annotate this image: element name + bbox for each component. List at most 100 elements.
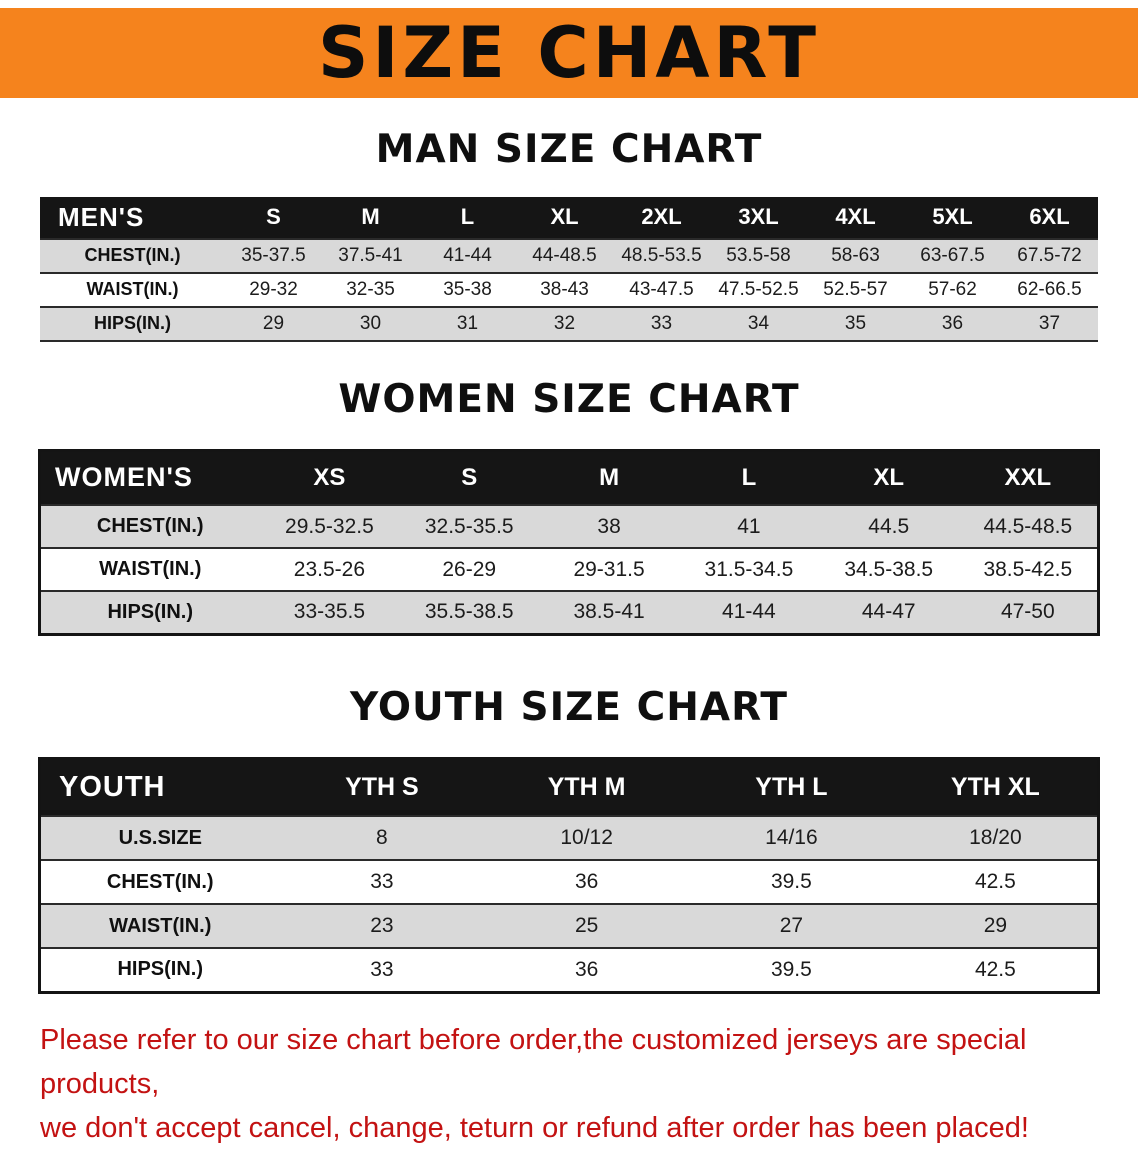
measurement-value: 36 [574,870,599,894]
measurement-value: 29.5-32.5 [285,514,374,538]
measurement-value: 52.5-57 [823,278,888,300]
measurement-row: HIPS(IN.) 29 30 31 32 33 34 35 36 37 [40,306,1098,341]
measurement-value: 67.5-72 [1017,244,1082,266]
measurement-value: 44.5 [868,514,910,538]
men-size-table: MEN'S S M L XL 2XL 3XL 4XL 5XL 6XL CHEST(IN.) 35-37… [40,196,1098,342]
measurement-value: 32-35 [346,278,395,300]
size-chart-banner: SIZE CHART [0,8,1138,98]
measurement-row-label: WAIST(IN.) [99,558,202,581]
measurement-value: 38.5-42.5 [983,557,1073,581]
measurement-value: 35-37.5 [241,244,306,266]
measurement-row: CHEST(IN.) 33 36 39.5 42.5 [39,860,1099,905]
measurement-value: 57-62 [928,278,977,300]
youth-section-heading: YOUTH SIZE CHART [350,684,788,730]
measurement-value: 41-44 [443,244,492,266]
size-column-header: M [322,196,419,239]
measurement-value: 23 [370,914,394,938]
measurement-value: 31.5-34.5 [704,557,794,581]
table-title-cell: YOUTH [39,758,280,817]
measurement-row-label: CHEST(IN.) [96,515,204,538]
measurement-row: CHEST(IN.) 35-37.5 37.5-41 41-44 44-48.5 48.5… [40,238,1098,273]
measurement-value: 35-38 [443,278,492,300]
measurement-value: 38 [597,514,621,538]
measurement-value: 29 [983,914,1008,938]
measurement-value: 42.5 [974,957,1016,981]
women-size-table: WOMEN'S XS S M L XL XXL CHEST(IN.) 29.5-32.5 32.5… [38,448,1100,636]
measurement-value: 47-50 [1000,600,1055,624]
measurement-value: 38-43 [540,278,589,300]
measurement-row: WAIST(IN.) 23.5-26 26-29 29-31.5 31.5-34.5 34… [39,548,1099,592]
table-header-row: YOUTH YTH S YTH M YTH L YTH XL [39,758,1099,817]
measurement-value: 33-35.5 [293,600,366,624]
measurement-row-label: U.S.SIZE [118,826,202,849]
men-section-heading: MAN SIZE CHART [375,127,763,172]
measurement-value: 36 [941,312,964,334]
measurement-value: 53.5-58 [726,244,791,266]
measurement-value: 32.5-35.5 [424,514,514,538]
measurement-row: CHEST(IN.) 29.5-32.5 32.5-35.5 38 41 44.5 44.5… [39,505,1099,549]
measurement-value: 62-66.5 [1017,278,1082,300]
disclaimer-line-2: we don't accept cancel, change, teturn o… [40,1111,1029,1144]
measurement-value: 39.5 [770,870,812,894]
measurement-value: 43-47.5 [629,278,694,300]
table-header-row: WOMEN'S XS S M L XL XXL [39,450,1099,506]
table-title-cell: WOMEN'S [39,450,260,506]
size-column-header: S [399,450,540,506]
size-column-header: L [419,196,516,239]
measurement-value: 27 [779,914,804,938]
table-title-cell: MEN'S [40,196,225,239]
size-column-header: YTH M [484,758,689,817]
youth-size-table: YOUTH YTH S YTH M YTH L YTH XL U.S.SIZE 8 10/12… [38,756,1100,994]
banner-title: SIZE CHART [317,12,821,94]
size-column-header: YTH XL [893,758,1099,817]
measurement-value: 32 [553,312,576,334]
measurement-row: WAIST(IN.) 23 25 27 29 [39,904,1099,949]
measurement-value: 8 [376,826,388,850]
measurement-value: 35.5-38.5 [424,600,514,624]
measurement-value: 38.5-41 [573,600,645,624]
measurement-value: 23.5-26 [293,557,366,581]
measurement-row-label: HIPS(IN.) [93,313,171,334]
measurement-value: 33 [370,870,394,894]
disclaimer-line-1: Please refer to our size chart before or… [40,1023,1027,1100]
measurement-row: U.S.SIZE 8 10/12 14/16 18/20 [39,816,1099,861]
size-column-header: M [539,450,679,506]
measurement-value: 36 [574,957,599,981]
measurement-value: 58-63 [831,244,880,266]
measurement-value: 25 [574,914,599,938]
size-column-header: XL [818,450,959,506]
measurement-row-label: HIPS(IN.) [107,600,194,623]
size-chart-infographic: SIZE CHART MAN SIZE CHART MEN'S S M L XL 2XL 3… [0,8,1138,1150]
measurement-row-label: WAIST(IN.) [109,914,212,937]
measurement-value: 35 [844,312,867,334]
measurement-value: 44-47 [861,600,916,624]
measurement-value: 37 [1038,312,1061,334]
measurement-value: 26-29 [442,557,497,581]
size-column-header: YTH L [689,758,894,817]
measurement-row: WAIST(IN.) 29-32 32-35 35-38 38-43 43-47.5 47.… [40,272,1098,307]
measurement-row: HIPS(IN.) 33-35.5 35.5-38.5 38.5-41 41-44 44-… [39,591,1099,635]
measurement-value: 34 [747,312,770,334]
measurement-row-label: CHEST(IN.) [106,870,214,893]
measurement-row-label: CHEST(IN.) [84,245,181,266]
measurement-value: 42.5 [974,870,1016,894]
disclaimer-text: Please refer to our size chart before or… [40,1018,1138,1150]
size-column-header: XL [516,196,613,239]
measurement-value: 10/12 [560,826,613,850]
measurement-value: 29-31.5 [573,557,645,581]
size-column-header: S [225,196,322,239]
size-column-header: 4XL [807,196,904,239]
size-column-header: 6XL [1001,196,1098,239]
size-column-header: 3XL [710,196,807,239]
measurement-row-label: HIPS(IN.) [117,958,204,981]
measurement-value: 29-32 [249,278,298,300]
measurement-value: 33 [370,957,394,981]
measurement-value: 18/20 [969,826,1022,850]
measurement-value: 41 [737,514,761,538]
measurement-value: 34.5-38.5 [844,557,934,581]
measurement-value: 63-67.5 [920,244,985,266]
size-column-header: L [678,450,819,506]
measurement-value: 48.5-53.5 [621,244,702,266]
measurement-value: 44.5-48.5 [983,514,1073,538]
measurement-value: 39.5 [770,957,812,981]
